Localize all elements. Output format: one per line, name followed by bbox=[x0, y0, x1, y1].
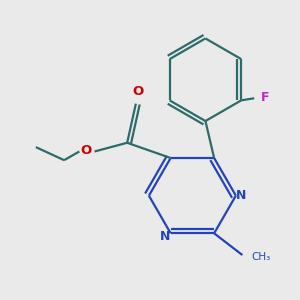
Text: CH₃: CH₃ bbox=[251, 252, 270, 262]
Text: O: O bbox=[132, 85, 144, 98]
Text: O: O bbox=[80, 144, 92, 157]
Text: N: N bbox=[160, 230, 170, 243]
Text: F: F bbox=[261, 91, 269, 103]
Text: N: N bbox=[236, 189, 247, 202]
